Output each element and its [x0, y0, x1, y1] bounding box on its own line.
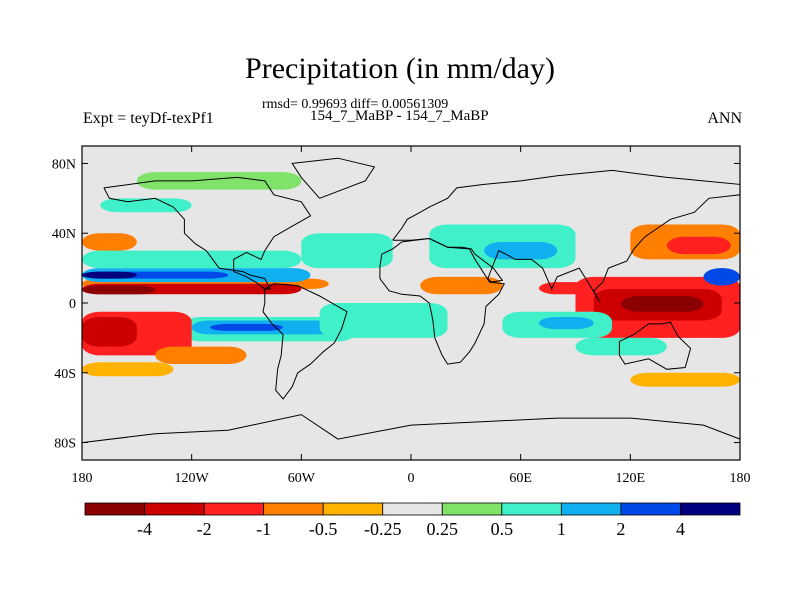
- anomaly-region: [100, 198, 192, 213]
- coastline: [81, 414, 741, 444]
- anomaly-region: [155, 346, 247, 365]
- x-tick-label: 120W: [175, 471, 210, 486]
- anomaly-region: [630, 372, 740, 387]
- y-tick-label: 40S: [54, 367, 76, 382]
- anomaly-region: [666, 236, 731, 255]
- x-tick-label: 60E: [509, 471, 532, 486]
- colorbar-label: 4: [676, 519, 685, 539]
- anomaly-region: [82, 233, 137, 251]
- map-layer: [82, 146, 740, 460]
- season-label: ANN: [707, 110, 742, 127]
- coastline: [262, 283, 348, 400]
- y-tick-label: 40N: [52, 227, 76, 242]
- colorbar-label: 2: [616, 519, 625, 539]
- anomaly-region: [82, 271, 137, 279]
- anomaly-region: [319, 303, 448, 338]
- anomaly-region: [301, 233, 393, 269]
- anomaly-region: [82, 316, 137, 347]
- anomaly-region: [82, 250, 302, 269]
- y-tick-label: 80N: [52, 157, 76, 172]
- axis-layer: 180 120W 60W 0 60E 120E 180 80N 40N 0 40S 80S: [52, 146, 751, 486]
- x-tick-label: 120E: [616, 471, 646, 486]
- anomaly-region: [82, 285, 156, 295]
- colorbar-label: -4: [137, 519, 152, 539]
- y-tick-label: 0: [69, 297, 76, 312]
- anomaly-region: [209, 323, 284, 331]
- anomaly-region: [575, 337, 667, 356]
- anomaly-region: [538, 316, 594, 330]
- stats-line: rmsd= 0.99693 diff= 0.00561309: [262, 97, 449, 112]
- anomaly-region: [82, 362, 174, 377]
- colorbar-label: 0.25: [427, 519, 459, 539]
- colorbar-swatch: [441, 502, 503, 516]
- colorbar: -4 -2 -1 -0.5 -0.25 0.25 0.5 1 2 4: [84, 502, 741, 539]
- anomaly-region: [484, 241, 558, 260]
- colorbar-label: 1: [557, 519, 566, 539]
- coastline-layer: [81, 157, 741, 444]
- x-tick-label: 180: [730, 471, 751, 486]
- coastline: [291, 157, 376, 199]
- coastline: [103, 176, 312, 290]
- coastline: [379, 237, 505, 365]
- colorbar-swatch: [680, 502, 741, 516]
- colorbar-swatch: [620, 502, 681, 516]
- colorbar-swatch: [263, 502, 324, 516]
- colorbar-swatch: [84, 502, 145, 516]
- colorbar-swatch: [203, 502, 265, 516]
- colorbar-label: 0.5: [491, 519, 514, 539]
- coastline: [618, 321, 692, 370]
- colorbar-swatch: [382, 502, 443, 516]
- coastline: [392, 169, 741, 302]
- colorbar-label: -0.5: [309, 519, 338, 539]
- anomaly-region: [538, 282, 594, 295]
- colorbar-swatch: [322, 502, 384, 516]
- colorbar-swatch: [560, 502, 622, 516]
- anomaly-region: [136, 172, 302, 190]
- chart-subtitle: 154_7_MaBP - 154_7_MaBP: [310, 108, 489, 124]
- chart-title: Precipitation (in mm/day): [245, 52, 555, 85]
- anomaly-region: [420, 276, 503, 295]
- x-tick-label: 60W: [288, 471, 316, 486]
- experiment-label: Expt = teyDf-texPf1: [83, 110, 214, 127]
- colorbar-swatch: [501, 502, 562, 516]
- x-tick-label: 180: [72, 471, 93, 486]
- anomaly-region: [703, 268, 740, 286]
- colorbar-label: -0.25: [364, 519, 402, 539]
- anomaly-region: [621, 296, 704, 312]
- x-tick-label: 0: [408, 471, 415, 486]
- y-tick-label: 80S: [54, 437, 76, 452]
- colorbar-swatch: [144, 502, 205, 516]
- colorbar-label: -2: [197, 519, 212, 539]
- colorbar-label: -1: [256, 519, 271, 539]
